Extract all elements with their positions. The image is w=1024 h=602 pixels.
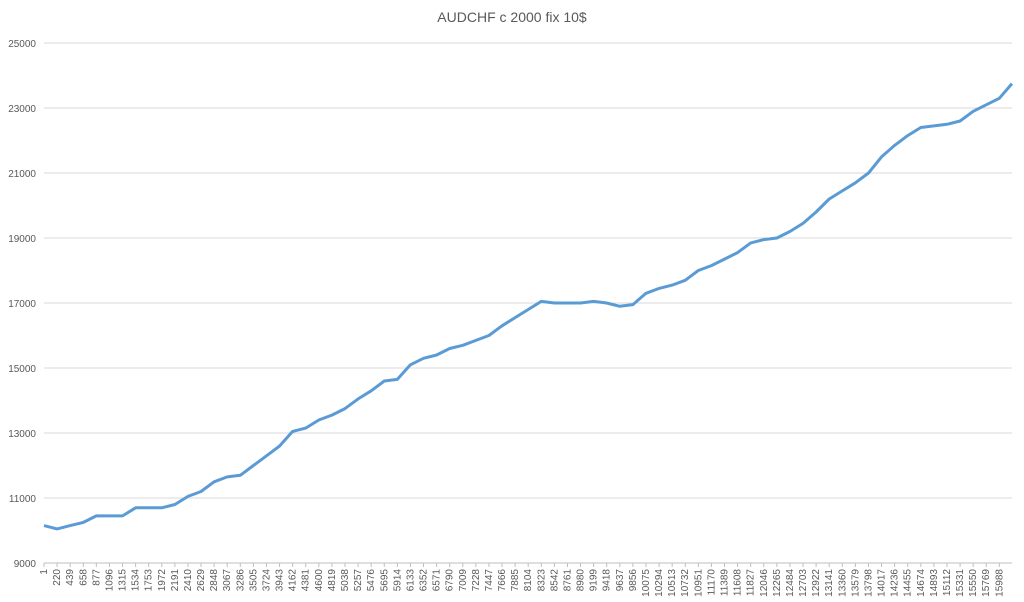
x-tick-label: 5914 <box>392 569 403 592</box>
x-tick-label: 14236 <box>890 569 901 597</box>
x-tick-label: 9637 <box>615 569 626 592</box>
x-tick-label: 1096 <box>104 569 115 592</box>
x-tick-label: 11827 <box>746 569 757 597</box>
x-tick-label: 15988 <box>994 569 1005 597</box>
x-tick-label: 8980 <box>576 569 587 592</box>
x-tick-label: 15550 <box>968 569 979 597</box>
y-tick-label: 15000 <box>8 364 36 375</box>
x-tick-label: 8323 <box>536 569 547 592</box>
x-tick-label: 3067 <box>222 569 233 592</box>
x-tick-label: 5695 <box>379 569 390 592</box>
x-tick-label: 3943 <box>275 569 286 592</box>
x-tick-label: 14455 <box>903 569 914 597</box>
x-tick-label: 439 <box>65 569 76 586</box>
x-tick-label: 15769 <box>981 569 992 597</box>
x-tick-label: 10951 <box>693 569 704 597</box>
x-tick-label: 6571 <box>432 569 443 592</box>
x-tick-label: 658 <box>78 569 89 586</box>
x-tick-label: 3724 <box>261 569 272 592</box>
x-tick-label: 11608 <box>733 569 744 597</box>
y-tick-label: 11000 <box>9 494 37 505</box>
x-tick-label: 10513 <box>667 569 678 597</box>
x-tick-label: 5476 <box>366 569 377 592</box>
x-tick-label: 13579 <box>850 569 861 597</box>
x-tick-label: 8104 <box>523 569 534 592</box>
x-tick-label: 1315 <box>118 569 129 592</box>
x-tick-label: 12703 <box>798 569 809 597</box>
x-tick-label: 12265 <box>772 569 783 597</box>
x-tick-label: 10075 <box>641 569 652 597</box>
y-tick-label: 25000 <box>8 39 36 50</box>
x-tick-label: 7447 <box>484 569 495 592</box>
x-tick-label: 1753 <box>144 569 155 592</box>
x-tick-label: 3286 <box>235 569 246 592</box>
x-tick-label: 14017 <box>877 569 888 597</box>
x-tick-label: 2410 <box>183 569 194 592</box>
x-tick-label: 5038 <box>340 569 351 592</box>
y-tick-label: 9000 <box>14 559 37 570</box>
x-tick-label: 220 <box>52 569 63 586</box>
x-tick-label: 4381 <box>301 569 312 592</box>
x-tick-label: 4162 <box>288 569 299 592</box>
x-tick-label: 10294 <box>654 569 665 597</box>
x-tick-label: 12046 <box>759 569 770 597</box>
y-tick-label: 17000 <box>8 299 36 310</box>
x-tick-label: 5257 <box>353 569 364 592</box>
x-tick-label: 1972 <box>157 569 168 592</box>
x-tick-label: 14893 <box>929 569 940 597</box>
x-tick-label: 15331 <box>955 569 966 597</box>
x-tick-label: 9418 <box>602 569 613 592</box>
x-tick-label: 11170 <box>706 569 717 596</box>
x-tick-label: 11389 <box>720 569 731 597</box>
chart-title: AUDCHF c 2000 fix 10$ <box>437 9 587 25</box>
y-tick-label: 19000 <box>8 234 36 245</box>
x-tick-label: 9199 <box>589 569 600 592</box>
y-tick-label: 23000 <box>8 104 36 115</box>
x-tick-label: 3505 <box>248 569 259 592</box>
x-tick-label: 9856 <box>628 569 639 592</box>
y-tick-label: 13000 <box>8 429 36 440</box>
x-tick-label: 7009 <box>458 569 469 592</box>
x-tick-label: 12484 <box>785 569 796 597</box>
x-tick-label: 6790 <box>445 569 456 592</box>
x-tick-label: 4819 <box>327 569 338 592</box>
x-tick-label: 13141 <box>824 569 835 597</box>
x-tick-label: 2629 <box>196 569 207 592</box>
x-tick-label: 12922 <box>811 569 822 597</box>
x-tick-label: 2191 <box>170 569 181 592</box>
x-tick-label: 6133 <box>405 569 416 592</box>
x-tick-label: 877 <box>91 569 102 586</box>
x-tick-label: 10732 <box>680 569 691 597</box>
x-tick-label: 13798 <box>863 569 874 597</box>
x-tick-label: 1 <box>39 569 50 575</box>
x-tick-label: 1534 <box>131 569 142 592</box>
x-tick-label: 7885 <box>510 569 521 592</box>
x-tick-label: 8542 <box>549 569 560 592</box>
x-tick-label: 7228 <box>471 569 482 592</box>
y-tick-label: 21000 <box>8 169 36 180</box>
data-line <box>43 82 1014 531</box>
x-tick-label: 4600 <box>314 569 325 592</box>
x-tick-label: 7666 <box>497 569 508 592</box>
x-tick-label: 14674 <box>916 569 927 597</box>
x-tick-label: 8761 <box>562 569 573 592</box>
x-tick-label: 15112 <box>942 569 953 597</box>
x-tick-label: 13360 <box>837 569 848 597</box>
x-tick-label: 6352 <box>419 569 430 592</box>
x-tick-label: 2848 <box>209 569 220 592</box>
